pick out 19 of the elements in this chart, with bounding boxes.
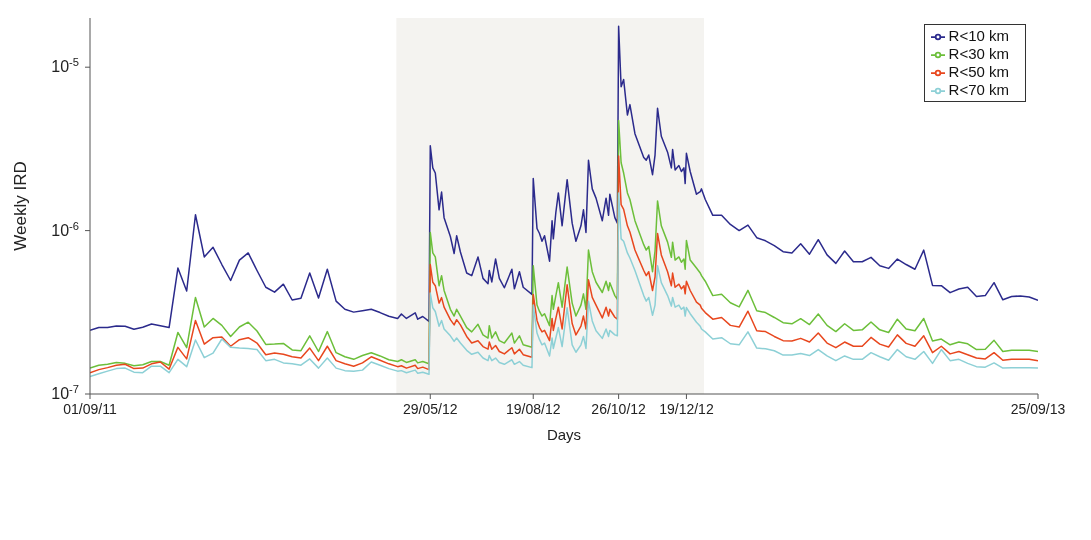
y-axis-title: Weekly IRD — [11, 161, 31, 251]
y-tick-label: 10$^{-6}$ — [51, 219, 79, 239]
y-tick-label: 10$^{-7}$ — [51, 383, 79, 402]
line-series — [90, 192, 1038, 378]
x-tick-label: 19/08/12 — [505, 401, 561, 417]
line-series — [90, 25, 1038, 332]
x-tick-label: 29/05/12 — [403, 401, 458, 417]
x-tick-label: 26/10/12 — [591, 401, 647, 417]
line-series — [90, 155, 1038, 374]
x-tick-label: 19/12/12 — [659, 401, 714, 417]
legend-label: R<70 km — [948, 81, 1009, 98]
legend-label: R<10 km — [948, 27, 1009, 44]
y-tick-label: 10$^{-5}$ — [51, 56, 79, 76]
legend-label: R<50 km — [948, 63, 1009, 80]
x-tick-label: 25/09/13 — [1010, 401, 1066, 417]
x-axis-title: Days — [546, 426, 582, 443]
legend-label: R<30 km — [948, 45, 1009, 62]
line-series — [90, 119, 1038, 369]
x-tick-label: 01/09/11 — [63, 401, 117, 417]
